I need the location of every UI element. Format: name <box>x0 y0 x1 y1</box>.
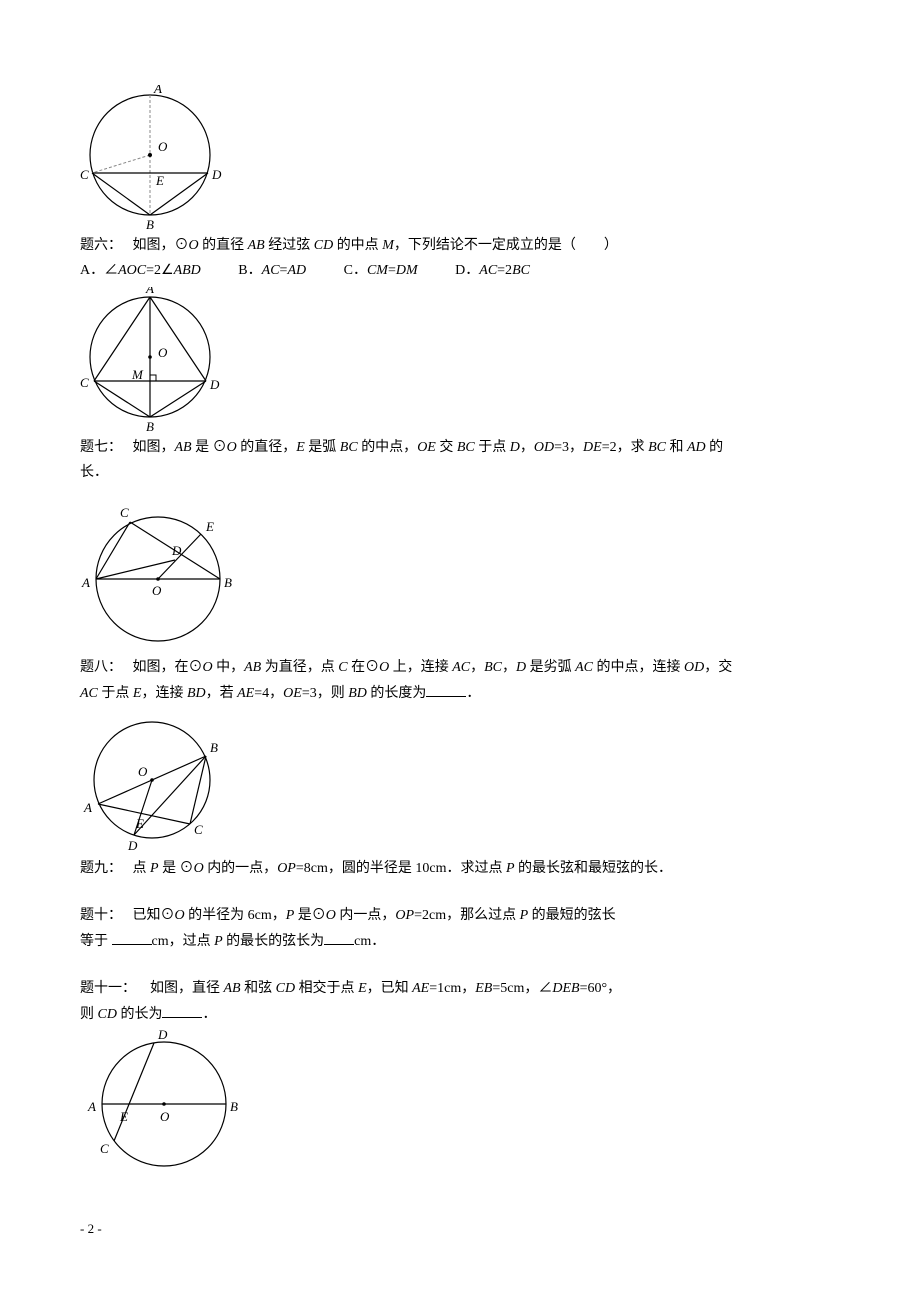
q6-text: 题六： 如图，⊙O 的直径 AB 经过弦 CD 的中点 M，下列结论不一定成立的… <box>80 235 840 256</box>
svg-text:A: A <box>153 85 162 96</box>
svg-text:A: A <box>87 1099 96 1114</box>
q9-label: 题九： <box>80 861 122 876</box>
svg-text:E: E <box>135 816 144 831</box>
q6-optD: D．AC=2BC <box>455 260 530 281</box>
q6-optC: C．CM=DM <box>344 260 418 281</box>
q8-label: 题八： <box>80 660 122 675</box>
svg-q7: A B C E D O <box>80 501 240 657</box>
svg-text:E: E <box>155 173 164 188</box>
q7-text-2: 长． <box>80 462 840 483</box>
svg-text:C: C <box>100 1141 109 1156</box>
svg-text:A: A <box>145 287 154 296</box>
svg-q6: A B C D O M <box>80 287 230 437</box>
svg-text:D: D <box>157 1029 168 1042</box>
q11-text: 题十一： 如图，直径 AB 和弦 CD 相交于点 E，已知 AE=1cm，EB=… <box>80 978 840 999</box>
svg-text:O: O <box>158 139 168 154</box>
q10-blank-1 <box>112 930 152 945</box>
svg-text:B: B <box>146 217 154 232</box>
svg-text:C: C <box>120 505 129 520</box>
q6-label: 题六： <box>80 238 122 253</box>
svg-text:B: B <box>146 419 154 434</box>
svg-text:C: C <box>80 167 89 182</box>
svg-text:O: O <box>158 345 168 360</box>
q6-optA: A．∠AOC=2∠ABD <box>80 260 201 281</box>
q8-blank <box>426 682 466 697</box>
svg-text:C: C <box>194 822 203 837</box>
svg-text:O: O <box>160 1109 170 1124</box>
q10-text: 题十： 已知⊙O 的半径为 6cm，P 是⊙O 内一点，OP=2cm，那么过点 … <box>80 905 840 926</box>
svg-text:B: B <box>230 1099 238 1114</box>
svg-text:M: M <box>131 367 144 382</box>
problem-9: 题九： 点 P 是 ⊙O 内的一点，OP=8cm，圆的半径是 10cm．求过点 … <box>80 858 840 879</box>
q8-text: 题八： 如图，在⊙O 中，AB 为直径，点 C 在⊙O 上，连接 AC，BC，D… <box>80 657 840 678</box>
q10-blank-2 <box>324 930 354 945</box>
problem-8: 题八： 如图，在⊙O 中，AB 为直径，点 C 在⊙O 上，连接 AC，BC，D… <box>80 657 840 858</box>
svg-text:D: D <box>127 838 138 853</box>
svg-text:D: D <box>209 377 220 392</box>
svg-text:E: E <box>119 1109 128 1124</box>
svg-text:D: D <box>211 167 222 182</box>
q10-label: 题十： <box>80 908 122 923</box>
q8-text-2: AC 于点 E，连接 BD，若 AE=4，OE=3，则 BD 的长度为． <box>80 682 840 704</box>
svg-text:D: D <box>171 543 182 558</box>
q10-text-2: 等于 cm，过点 P 的最长的弦长为cm． <box>80 930 840 952</box>
svg-text:O: O <box>138 764 148 779</box>
svg-text:B: B <box>224 575 232 590</box>
q11-blank <box>162 1003 202 1018</box>
svg-q8: A B C D E O <box>80 708 230 858</box>
q9-text: 题九： 点 P 是 ⊙O 内的一点，OP=8cm，圆的半径是 10cm．求过点 … <box>80 858 840 879</box>
q7-label: 题七： <box>80 440 122 455</box>
problem-10: 题十： 已知⊙O 的半径为 6cm，P 是⊙O 内一点，OP=2cm，那么过点 … <box>80 905 840 952</box>
problem-7: 题七： 如图，AB 是 ⊙O 的直径，E 是弧 BC 的中点，OE 交 BC 于… <box>80 437 840 657</box>
svg-text:C: C <box>80 375 89 390</box>
svg-q11: A B D C E O <box>80 1029 250 1179</box>
svg-text:A: A <box>81 575 90 590</box>
svg-text:A: A <box>83 800 92 815</box>
svg-text:E: E <box>205 519 214 534</box>
svg-text:B: B <box>210 740 218 755</box>
q11-text-2: 则 CD 的长为． <box>80 1003 840 1025</box>
q6-options: A．∠AOC=2∠ABD B．AC=AD C．CM=DM D．AC=2BC <box>80 260 840 281</box>
problem-6: 题六： 如图，⊙O 的直径 AB 经过弦 CD 的中点 M，下列结论不一定成立的… <box>80 235 840 437</box>
svg-text:O: O <box>152 583 162 598</box>
problem-11: 题十一： 如图，直径 AB 和弦 CD 相交于点 E，已知 AE=1cm，EB=… <box>80 978 840 1179</box>
diagram-q5: A B C D O E <box>80 85 840 235</box>
q6-optB: B．AC=AD <box>238 260 306 281</box>
svg-q5: A B C D O E <box>80 85 230 235</box>
q7-text: 题七： 如图，AB 是 ⊙O 的直径，E 是弧 BC 的中点，OE 交 BC 于… <box>80 437 840 458</box>
q11-label: 题十一： <box>80 981 136 996</box>
page-number: - 2 - <box>80 1219 840 1239</box>
